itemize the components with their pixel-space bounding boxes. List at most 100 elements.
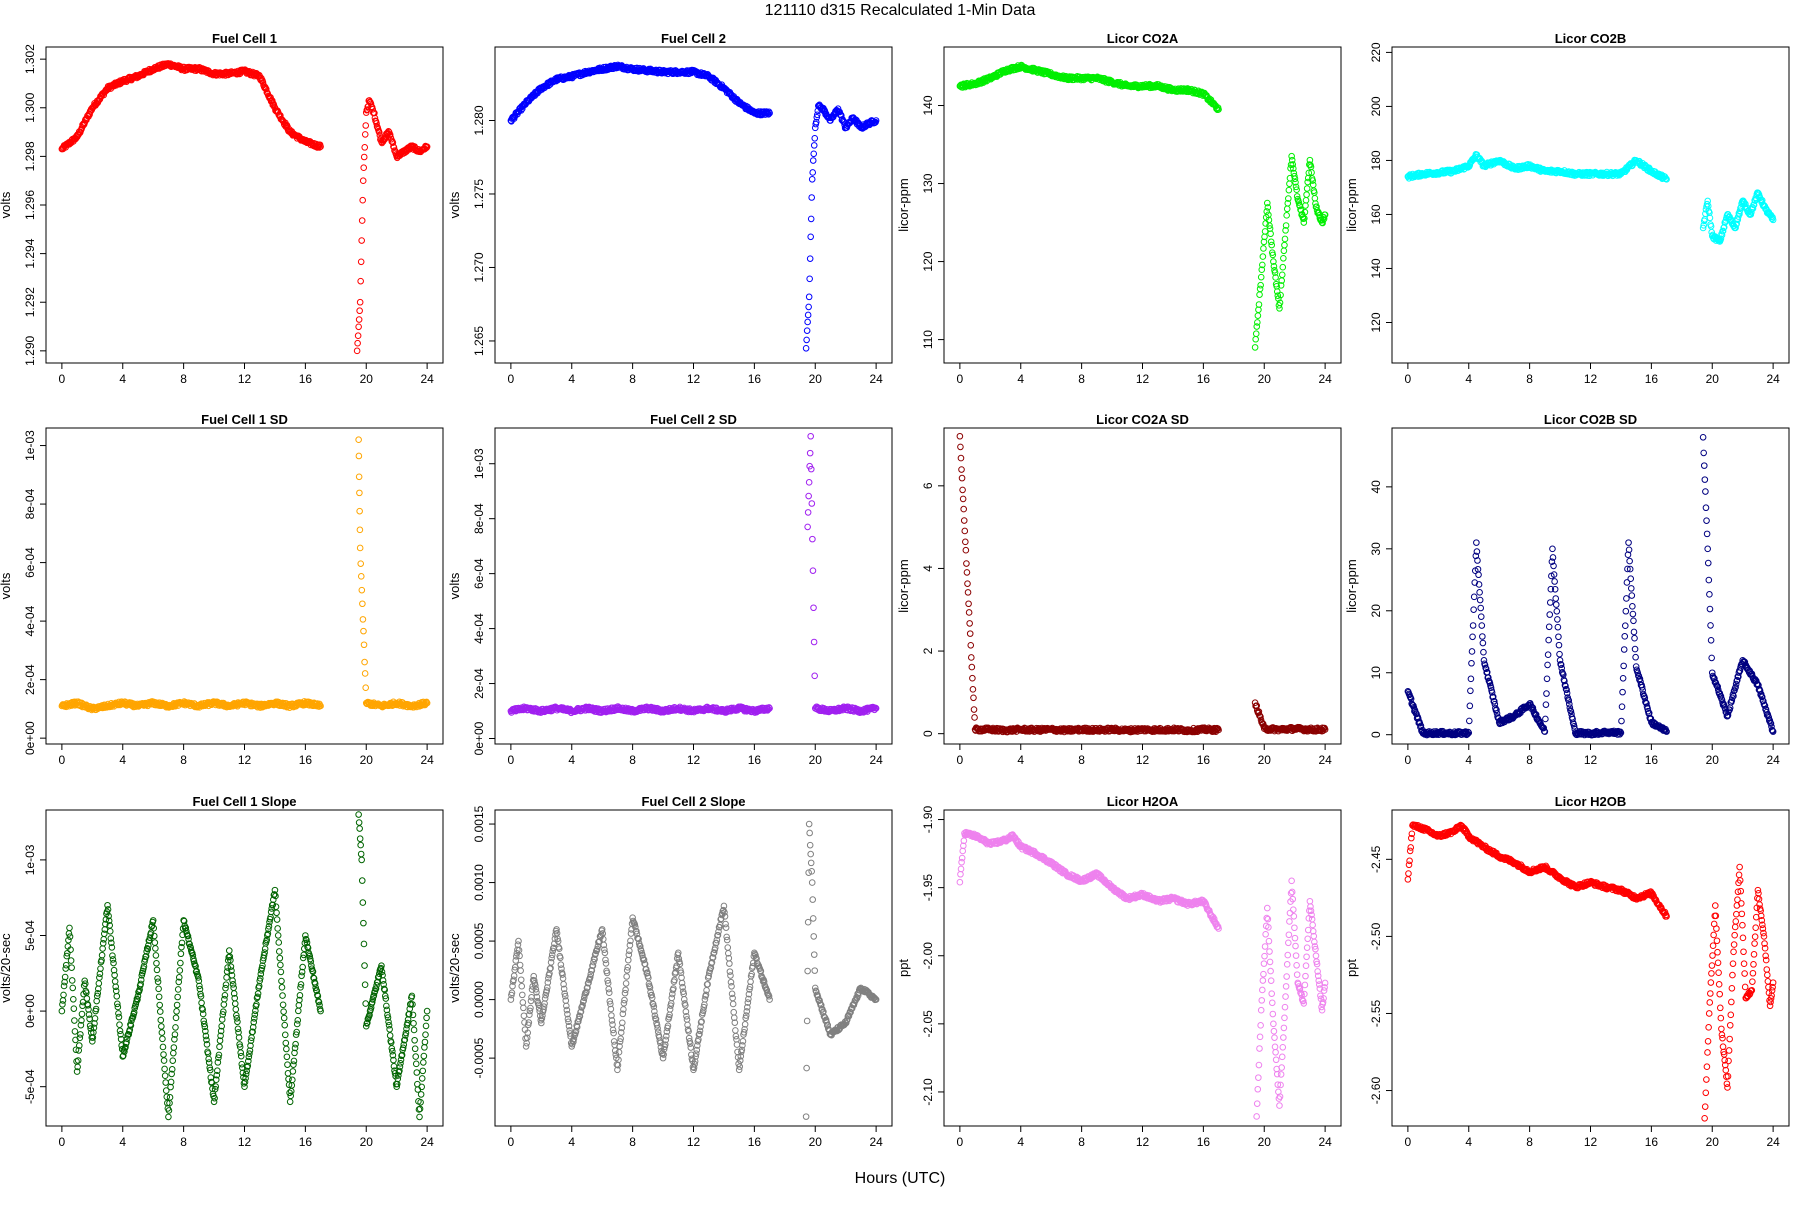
data-point: [811, 143, 817, 149]
data-point: [1303, 198, 1309, 204]
y-axis-label: licor-ppm: [896, 559, 911, 612]
data-point: [1479, 623, 1485, 629]
data-point: [808, 234, 814, 240]
x-tick-label: 16: [748, 753, 762, 767]
data-point: [1707, 215, 1713, 221]
data-point: [358, 574, 364, 580]
data-point: [968, 642, 974, 648]
data-point: [1256, 302, 1262, 308]
data-point: [1707, 592, 1713, 598]
x-tick-label: 24: [1766, 753, 1780, 767]
x-tick-label: 4: [119, 372, 126, 386]
data-point: [1631, 618, 1637, 624]
x-tick-label: 0: [957, 753, 964, 767]
data-point: [959, 475, 965, 481]
data-points: [1405, 434, 1776, 738]
y-tick-label: 6e-04: [472, 558, 486, 589]
y-tick-label: 130: [921, 173, 935, 193]
x-tick-label: 12: [1584, 372, 1598, 386]
x-tick-label: 12: [1136, 753, 1150, 767]
data-point: [363, 685, 369, 691]
data-point: [1555, 624, 1561, 630]
y-axis-label: licor-ppm: [1344, 559, 1359, 612]
y-tick-label: 220: [1369, 42, 1383, 62]
data-point: [967, 631, 973, 637]
plot-frame: [1392, 47, 1789, 363]
data-point: [1622, 623, 1628, 629]
data-point: [357, 308, 363, 314]
data-point: [1619, 718, 1625, 724]
y-tick-label: 0: [921, 730, 935, 737]
y-tick-label: 1.265: [472, 326, 486, 356]
data-point: [358, 259, 364, 265]
data-point: [360, 197, 366, 203]
y-tick-label: 30: [1369, 542, 1383, 556]
x-tick-label: 12: [687, 372, 701, 386]
data-point: [362, 671, 368, 677]
panel-title: Licor CO2B: [1555, 31, 1627, 46]
data-point: [805, 510, 811, 516]
data-point: [1258, 274, 1264, 280]
data-point: [1543, 702, 1549, 708]
x-tick-label: 0: [1405, 372, 1412, 386]
data-point: [356, 437, 362, 443]
data-point: [812, 673, 818, 679]
data-point: [807, 276, 813, 282]
y-tick-label: 1.302: [23, 44, 37, 74]
data-point: [1553, 596, 1559, 602]
data-point: [804, 328, 810, 334]
data-point: [960, 487, 966, 493]
data-point: [969, 664, 975, 670]
x-tick-label: 8: [180, 753, 187, 767]
y-tick-label: 10: [1369, 666, 1383, 680]
data-point: [967, 621, 973, 627]
data-point: [1623, 608, 1629, 614]
y-tick-label: 1.296: [23, 190, 37, 220]
data-point: [810, 170, 816, 176]
data-point: [806, 304, 812, 310]
data-point: [810, 568, 816, 574]
data-point: [1480, 634, 1486, 640]
data-point: [1706, 577, 1712, 583]
y-tick-label: 8e-04: [23, 488, 37, 519]
y-axis-label: volts: [447, 191, 462, 218]
data-point: [1630, 604, 1636, 610]
data-point: [811, 639, 817, 645]
data-point: [968, 655, 974, 661]
data-point: [964, 570, 970, 576]
plot-frame: [495, 428, 892, 744]
y-tick-label: 4: [921, 565, 935, 572]
data-point: [959, 467, 965, 473]
panel-title: Fuel Cell 2: [661, 31, 726, 46]
data-point: [361, 154, 367, 160]
data-point: [356, 474, 362, 480]
data-point: [1257, 292, 1263, 298]
data-point: [1282, 242, 1288, 248]
data-point: [1705, 546, 1711, 552]
data-point: [970, 675, 976, 681]
y-tick-label: 4e-04: [472, 613, 486, 644]
data-point: [806, 294, 812, 300]
y-tick-label: 1e-03: [472, 448, 486, 479]
data-point: [1468, 688, 1474, 694]
y-axis-label: volts: [447, 572, 462, 599]
x-tick-label: 0: [957, 372, 964, 386]
data-point: [1708, 638, 1714, 644]
data-point: [1543, 716, 1549, 722]
data-point: [1703, 505, 1709, 511]
data-point: [1261, 246, 1267, 252]
data-point: [1626, 540, 1632, 546]
data-point: [1304, 192, 1310, 198]
data-point: [1708, 623, 1714, 629]
data-point: [1709, 655, 1715, 661]
y-tick-label: 140: [1369, 258, 1383, 278]
y-tick-label: 110: [921, 330, 935, 349]
data-point: [1554, 608, 1560, 614]
x-tick-label: 8: [1078, 372, 1085, 386]
data-points: [59, 437, 430, 713]
data-point: [809, 176, 815, 182]
